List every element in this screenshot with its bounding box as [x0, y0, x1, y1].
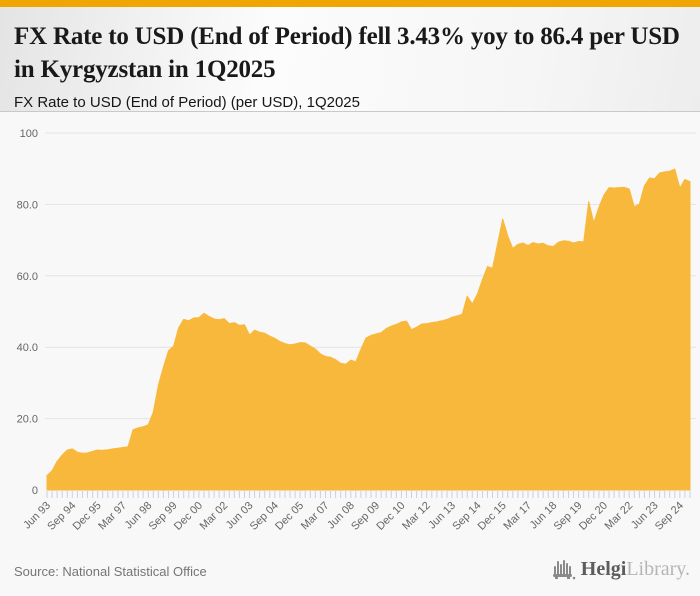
x-tick-label: Mar 22	[603, 500, 636, 533]
y-tick-label: 60.0	[17, 271, 38, 283]
logo-text-primary: Helgi	[580, 557, 627, 580]
chart-area: 100 80.0 60.0 40.0 20.0 0 Jun 93 Sep 94 Dec 95 Ma…	[0, 113, 700, 553]
brand-accent-bar	[0, 0, 700, 7]
chart-subtitle: FX Rate to USD (End of Period) (per USD)…	[14, 94, 360, 111]
helgi-library-logo[interactable]: Helgi Library.	[551, 557, 690, 581]
x-tick-label: Mar 07	[299, 500, 332, 533]
chart-footer: Source: National Statistical Office	[0, 553, 700, 596]
x-tick-label: Dec 15	[476, 500, 509, 533]
x-tick-label: Dec 05	[273, 500, 306, 533]
y-tick-label: 100	[20, 128, 38, 140]
helgi-bars-icon	[551, 557, 577, 581]
y-tick-label: 40.0	[17, 342, 38, 354]
x-tick-label: Mar 02	[198, 500, 231, 533]
x-tick-label: Mar 97	[96, 500, 129, 533]
x-tick-label: Mar 12	[400, 500, 433, 533]
y-tick-label: 0	[32, 485, 38, 497]
x-tick-label: Mar 17	[501, 500, 534, 533]
logo-text-secondary: Library.	[626, 557, 690, 580]
x-tick-label: Dec 95	[71, 500, 104, 533]
x-tick-label: Dec 20	[577, 500, 610, 533]
y-tick-label: 80.0	[17, 199, 38, 211]
x-tick-label: Dec 00	[172, 500, 205, 533]
area-series	[46, 168, 691, 491]
page-title: FX Rate to USD (End of Period) fell 3.43…	[14, 23, 680, 83]
y-tick-label: 20.0	[17, 414, 38, 426]
source-note: Source: National Statistical Office	[14, 564, 207, 579]
x-tick-label: Dec 10	[374, 500, 407, 533]
x-tick-label: Sep 24	[653, 500, 686, 533]
chart-header: FX Rate to USD (End of Period) fell 3.43…	[0, 7, 700, 112]
